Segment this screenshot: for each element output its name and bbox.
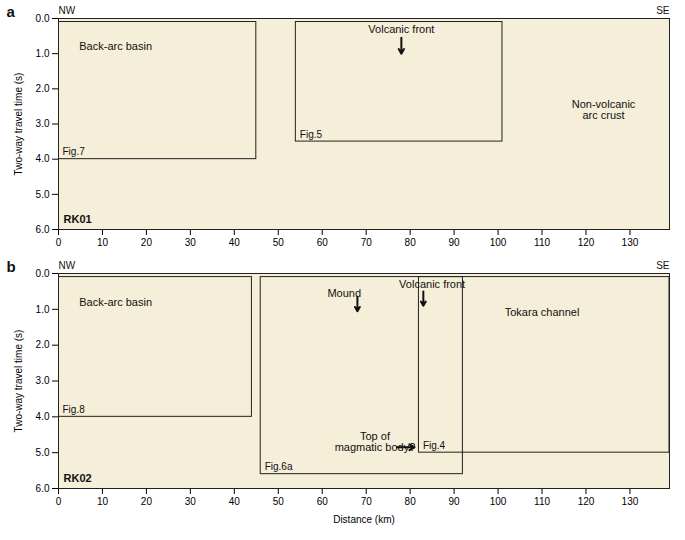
svg-text:RK02: RK02: [64, 472, 92, 484]
svg-text:Fig.6a: Fig.6a: [265, 461, 293, 472]
svg-text:Back-arc basin: Back-arc basin: [79, 40, 152, 52]
svg-text:0.0: 0.0: [36, 13, 50, 24]
svg-text:SE: SE: [656, 5, 670, 16]
svg-text:2.0: 2.0: [36, 83, 50, 94]
svg-text:NW: NW: [59, 5, 76, 16]
svg-text:120: 120: [578, 237, 595, 248]
svg-text:10: 10: [97, 237, 109, 248]
svg-text:Tokara channel: Tokara channel: [505, 306, 580, 318]
svg-text:20: 20: [141, 496, 153, 507]
svg-text:4.0: 4.0: [36, 411, 50, 422]
svg-text:90: 90: [449, 496, 461, 507]
svg-text:3.0: 3.0: [36, 375, 50, 386]
svg-text:80: 80: [405, 237, 417, 248]
svg-text:1.0: 1.0: [36, 304, 50, 315]
svg-text:b: b: [7, 258, 16, 275]
svg-text:50: 50: [273, 237, 285, 248]
svg-text:Volcanic front: Volcanic front: [399, 278, 465, 290]
svg-text:SE: SE: [656, 260, 670, 271]
svg-text:40: 40: [229, 496, 241, 507]
svg-text:6.0: 6.0: [36, 483, 50, 494]
svg-text:5.0: 5.0: [36, 447, 50, 458]
svg-text:20: 20: [141, 237, 153, 248]
svg-text:Fig.5: Fig.5: [300, 129, 323, 140]
svg-text:RK01: RK01: [64, 213, 92, 225]
svg-text:80: 80: [405, 496, 417, 507]
svg-text:Fig.7: Fig.7: [63, 146, 86, 157]
svg-text:Distance (km): Distance (km): [333, 514, 395, 525]
svg-text:100: 100: [490, 496, 507, 507]
svg-text:Fig.8: Fig.8: [63, 404, 86, 415]
svg-text:Volcanic front: Volcanic front: [368, 23, 434, 35]
svg-text:Mound: Mound: [327, 287, 361, 299]
svg-text:NW: NW: [59, 260, 76, 271]
svg-text:30: 30: [185, 237, 197, 248]
svg-text:120: 120: [578, 496, 595, 507]
svg-text:0.0: 0.0: [36, 268, 50, 279]
svg-text:30: 30: [185, 496, 197, 507]
svg-text:5.0: 5.0: [36, 189, 50, 200]
svg-text:Two-way travel time (s): Two-way travel time (s): [13, 330, 24, 433]
svg-text:Non-volcanicarc crust: Non-volcanicarc crust: [572, 98, 636, 121]
svg-text:100: 100: [490, 237, 507, 248]
svg-text:Fig.4: Fig.4: [423, 440, 446, 451]
svg-text:0: 0: [56, 237, 62, 248]
svg-text:Back-arc basin: Back-arc basin: [79, 296, 152, 308]
svg-text:130: 130: [622, 237, 639, 248]
svg-text:70: 70: [361, 237, 373, 248]
svg-text:60: 60: [317, 237, 329, 248]
svg-text:Two-way travel time (s): Two-way travel time (s): [13, 73, 24, 176]
svg-text:Top ofmagmatic body?: Top ofmagmatic body?: [335, 430, 416, 453]
svg-text:70: 70: [361, 496, 373, 507]
svg-text:40: 40: [229, 237, 241, 248]
svg-text:110: 110: [534, 237, 550, 248]
svg-text:90: 90: [449, 237, 461, 248]
svg-text:110: 110: [534, 496, 550, 507]
svg-text:50: 50: [273, 496, 285, 507]
svg-text:130: 130: [622, 496, 639, 507]
svg-text:a: a: [7, 3, 16, 20]
svg-text:3.0: 3.0: [36, 118, 50, 129]
svg-text:10: 10: [97, 496, 109, 507]
svg-text:2.0: 2.0: [36, 339, 50, 350]
svg-text:60: 60: [317, 496, 329, 507]
svg-text:6.0: 6.0: [36, 224, 50, 235]
svg-text:4.0: 4.0: [36, 153, 50, 164]
svg-text:0: 0: [56, 496, 62, 507]
svg-text:1.0: 1.0: [36, 48, 50, 59]
